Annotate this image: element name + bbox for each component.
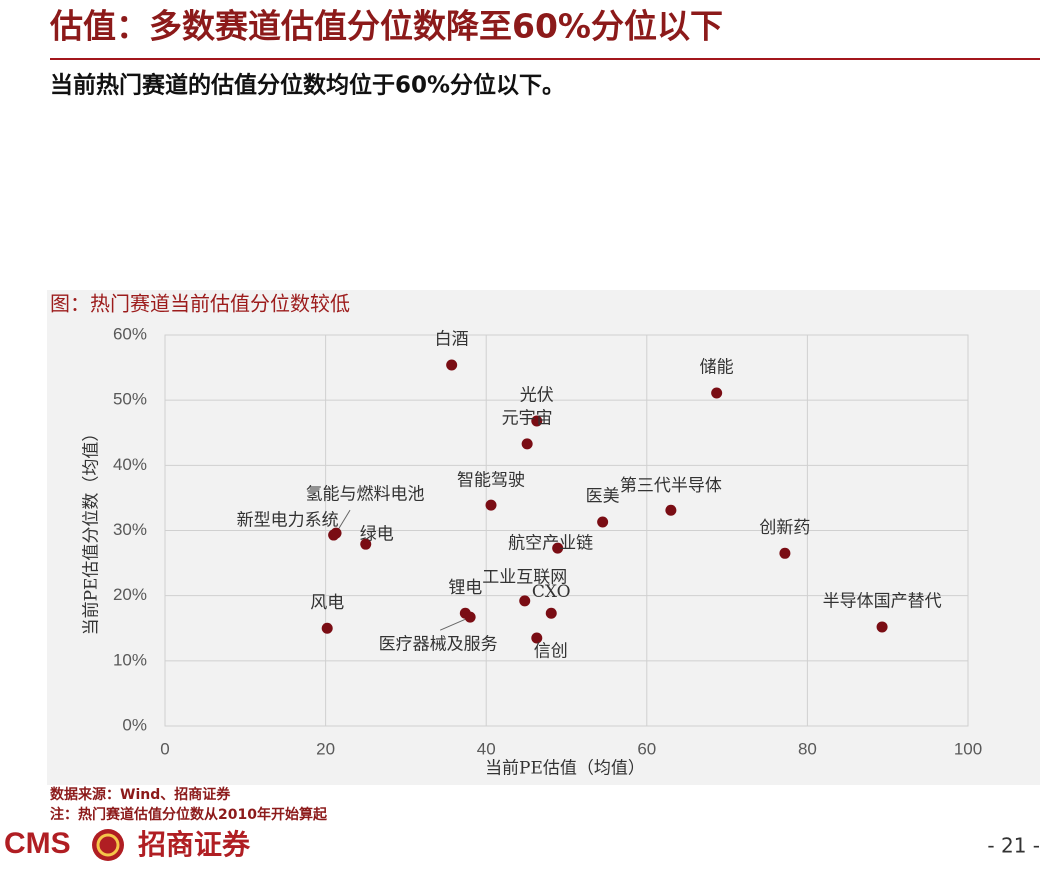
point	[531, 632, 543, 644]
x-tick-label: 100	[954, 739, 982, 758]
note: 注：热门赛道估值分位数从2010年开始算起	[50, 806, 328, 823]
point-label: 储能	[700, 357, 734, 377]
point	[665, 504, 677, 516]
point-label: 新型电力系统	[237, 511, 339, 531]
point	[779, 547, 791, 559]
y-tick-label: 20%	[113, 585, 147, 604]
point	[321, 622, 333, 634]
point	[711, 387, 723, 399]
point-label: 医美	[586, 487, 620, 507]
slide-title: 估值：多数赛道估值分位数降至60%分位以下	[49, 7, 723, 46]
point-label: 航空产业链	[508, 534, 593, 554]
point-label: 锂电	[448, 578, 482, 598]
point-label: 信创	[534, 642, 568, 662]
y-tick-label: 30%	[113, 520, 147, 539]
logo-cn: 招商证券	[138, 828, 251, 861]
point-label: 半导体国产替代	[823, 591, 942, 611]
y-axis-title: 当前PE估值分位数（均值）	[82, 425, 102, 636]
point	[552, 542, 564, 554]
logo-en: CMS	[4, 827, 71, 860]
point-label: CXO	[532, 582, 571, 602]
point-label: 医疗器械及服务	[379, 635, 498, 655]
y-tick-label: 40%	[113, 455, 147, 474]
point	[531, 415, 543, 427]
x-tick-label: 20	[316, 739, 335, 758]
point	[446, 359, 458, 371]
x-axis-title: 当前PE估值（均值）	[485, 759, 645, 779]
point	[360, 538, 372, 550]
chart-title: 图：热门赛道当前估值分位数较低	[50, 292, 350, 316]
page-number: - 21 -	[987, 834, 1040, 858]
point	[519, 595, 531, 607]
slide-subtitle: 当前热门赛道的估值分位数均位于60%分位以下。	[50, 72, 565, 99]
x-tick-label: 80	[798, 739, 817, 758]
point	[545, 607, 557, 619]
point-label: 创新药	[759, 518, 810, 538]
point	[464, 611, 476, 623]
y-tick-label: 50%	[113, 390, 147, 409]
source-note: 数据来源：Wind、招商证券	[50, 786, 231, 803]
x-tick-label: 0	[160, 739, 169, 758]
point-label: 智能驾驶	[457, 471, 525, 491]
point-label: 第三代半导体	[620, 476, 722, 496]
point-label: 元宇宙	[502, 408, 553, 428]
point-label: 绿电	[360, 525, 394, 545]
point-label: 光伏	[520, 386, 554, 406]
point	[597, 516, 609, 528]
x-tick-label: 40	[477, 739, 496, 758]
chart-panel	[47, 290, 1040, 785]
point-label: 白酒	[435, 329, 469, 349]
point	[876, 621, 888, 633]
point	[485, 499, 497, 511]
y-tick-label: 60%	[113, 324, 147, 343]
y-tick-label: 0%	[122, 715, 147, 734]
x-tick-label: 60	[637, 739, 656, 758]
point	[521, 438, 533, 450]
point-label: 工业互联网	[482, 567, 567, 587]
logo-emblem-ring	[96, 833, 120, 857]
y-tick-label: 10%	[113, 650, 147, 669]
point	[330, 527, 342, 539]
point-label: 风电	[310, 593, 344, 613]
point-label: 氢能与燃料电池	[306, 485, 425, 505]
